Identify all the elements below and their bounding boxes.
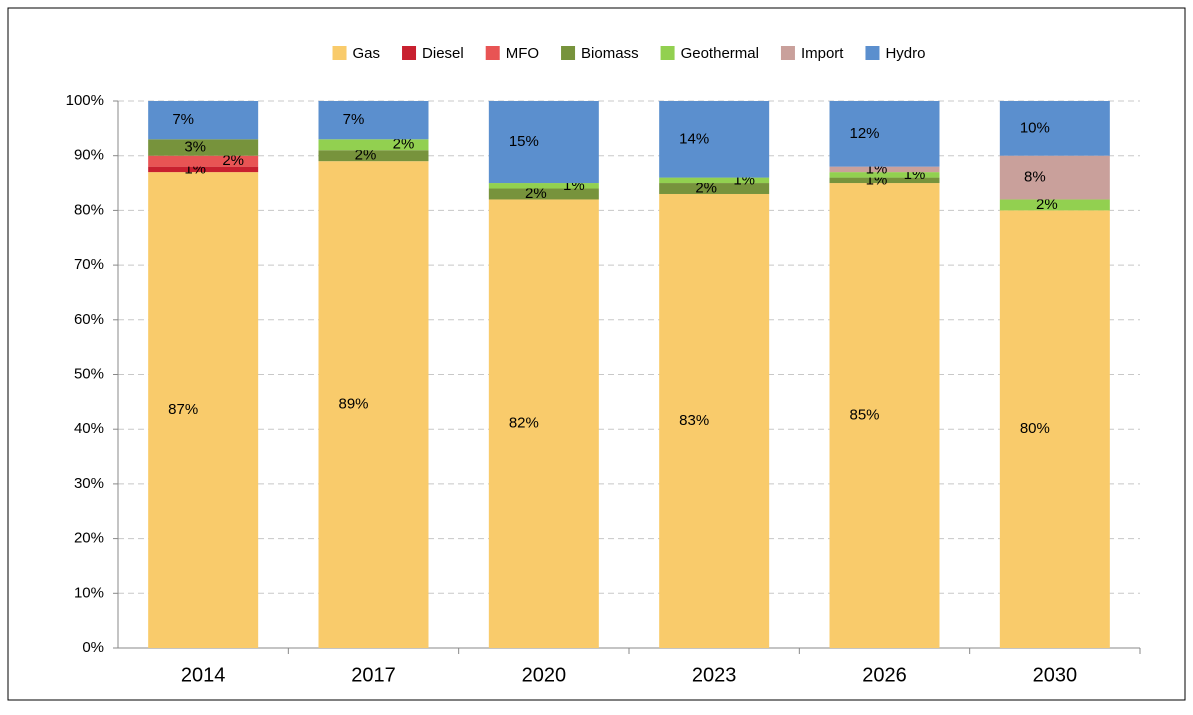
data-label: 7% — [343, 111, 365, 128]
data-label: 2% — [393, 136, 415, 153]
legend-label: Hydro — [885, 45, 925, 62]
bar-segment — [829, 177, 940, 184]
legend-label: Import — [801, 45, 844, 62]
data-label: 12% — [849, 125, 879, 142]
x-tick-label: 2030 — [1033, 664, 1078, 686]
x-tick-label: 2014 — [181, 664, 226, 686]
bar-segment — [318, 161, 429, 649]
bar-segment — [148, 139, 259, 156]
legend-label: Gas — [353, 45, 381, 62]
legend-swatch — [402, 46, 417, 60]
data-label: 85% — [849, 406, 879, 423]
bar-segment — [488, 101, 599, 184]
x-tick-label: 2017 — [351, 664, 396, 686]
bar-segment — [488, 188, 599, 200]
y-tick-label: 50% — [74, 365, 104, 382]
y-tick-label: 30% — [74, 475, 104, 492]
y-tick-label: 10% — [74, 584, 104, 601]
y-tick-label: 0% — [82, 639, 104, 656]
bar-segment — [148, 166, 259, 173]
legend-swatch — [780, 46, 795, 60]
bar-segment — [659, 101, 770, 178]
bar-segment — [488, 199, 599, 648]
bar-segment — [999, 199, 1110, 211]
data-label: 3% — [184, 138, 206, 155]
bar-segment — [829, 101, 940, 167]
y-tick-label: 40% — [74, 420, 104, 437]
bar-segment — [999, 101, 1110, 156]
bar-segment — [999, 155, 1110, 200]
y-tick-label: 100% — [66, 92, 104, 109]
data-label: 83% — [679, 412, 709, 429]
legend-swatch — [485, 46, 500, 60]
data-label: 7% — [172, 111, 194, 128]
data-label: 8% — [1024, 169, 1046, 186]
bar-segment — [488, 183, 599, 189]
legend-swatch — [865, 46, 880, 60]
legend-label: MFO — [506, 45, 539, 62]
data-label: 10% — [1020, 119, 1050, 136]
data-label: 87% — [168, 401, 198, 418]
data-label: 82% — [509, 415, 539, 432]
data-label: 2% — [1036, 196, 1058, 213]
legend-swatch — [332, 46, 347, 60]
y-tick-label: 20% — [74, 530, 104, 547]
bar-segment — [829, 183, 940, 649]
legend-label: Geothermal — [681, 45, 759, 62]
legend-label: Biomass — [581, 45, 639, 62]
bar-segment — [659, 193, 770, 649]
data-label: 80% — [1020, 420, 1050, 437]
y-tick-label: 80% — [74, 201, 104, 218]
bar-segment — [829, 172, 940, 178]
bar-segment — [148, 172, 259, 649]
data-label: 2% — [695, 179, 717, 196]
bar-segment — [148, 101, 259, 140]
legend-label: Diesel — [422, 45, 464, 62]
data-label: 2% — [355, 147, 377, 164]
legend-swatch — [561, 46, 576, 60]
bar-segment — [659, 177, 770, 184]
x-tick-label: 2023 — [692, 664, 737, 686]
y-tick-label: 70% — [74, 256, 104, 273]
y-tick-label: 90% — [74, 147, 104, 164]
legend-swatch — [660, 46, 675, 60]
x-tick-label: 2026 — [862, 664, 907, 686]
bar-segment — [318, 101, 429, 140]
x-tick-label: 2020 — [522, 664, 567, 686]
data-label: 2% — [525, 185, 547, 202]
y-tick-label: 60% — [74, 311, 104, 328]
data-label: 15% — [509, 133, 539, 150]
bar-segment — [148, 155, 259, 167]
data-label: 2% — [222, 152, 244, 169]
data-label: 89% — [338, 396, 368, 413]
bar-segment — [318, 150, 429, 162]
bar-segment — [318, 139, 429, 151]
bar-segment — [829, 166, 940, 173]
bar-segment — [659, 183, 770, 194]
bar-segment — [999, 210, 1110, 648]
data-label: 14% — [679, 130, 709, 147]
